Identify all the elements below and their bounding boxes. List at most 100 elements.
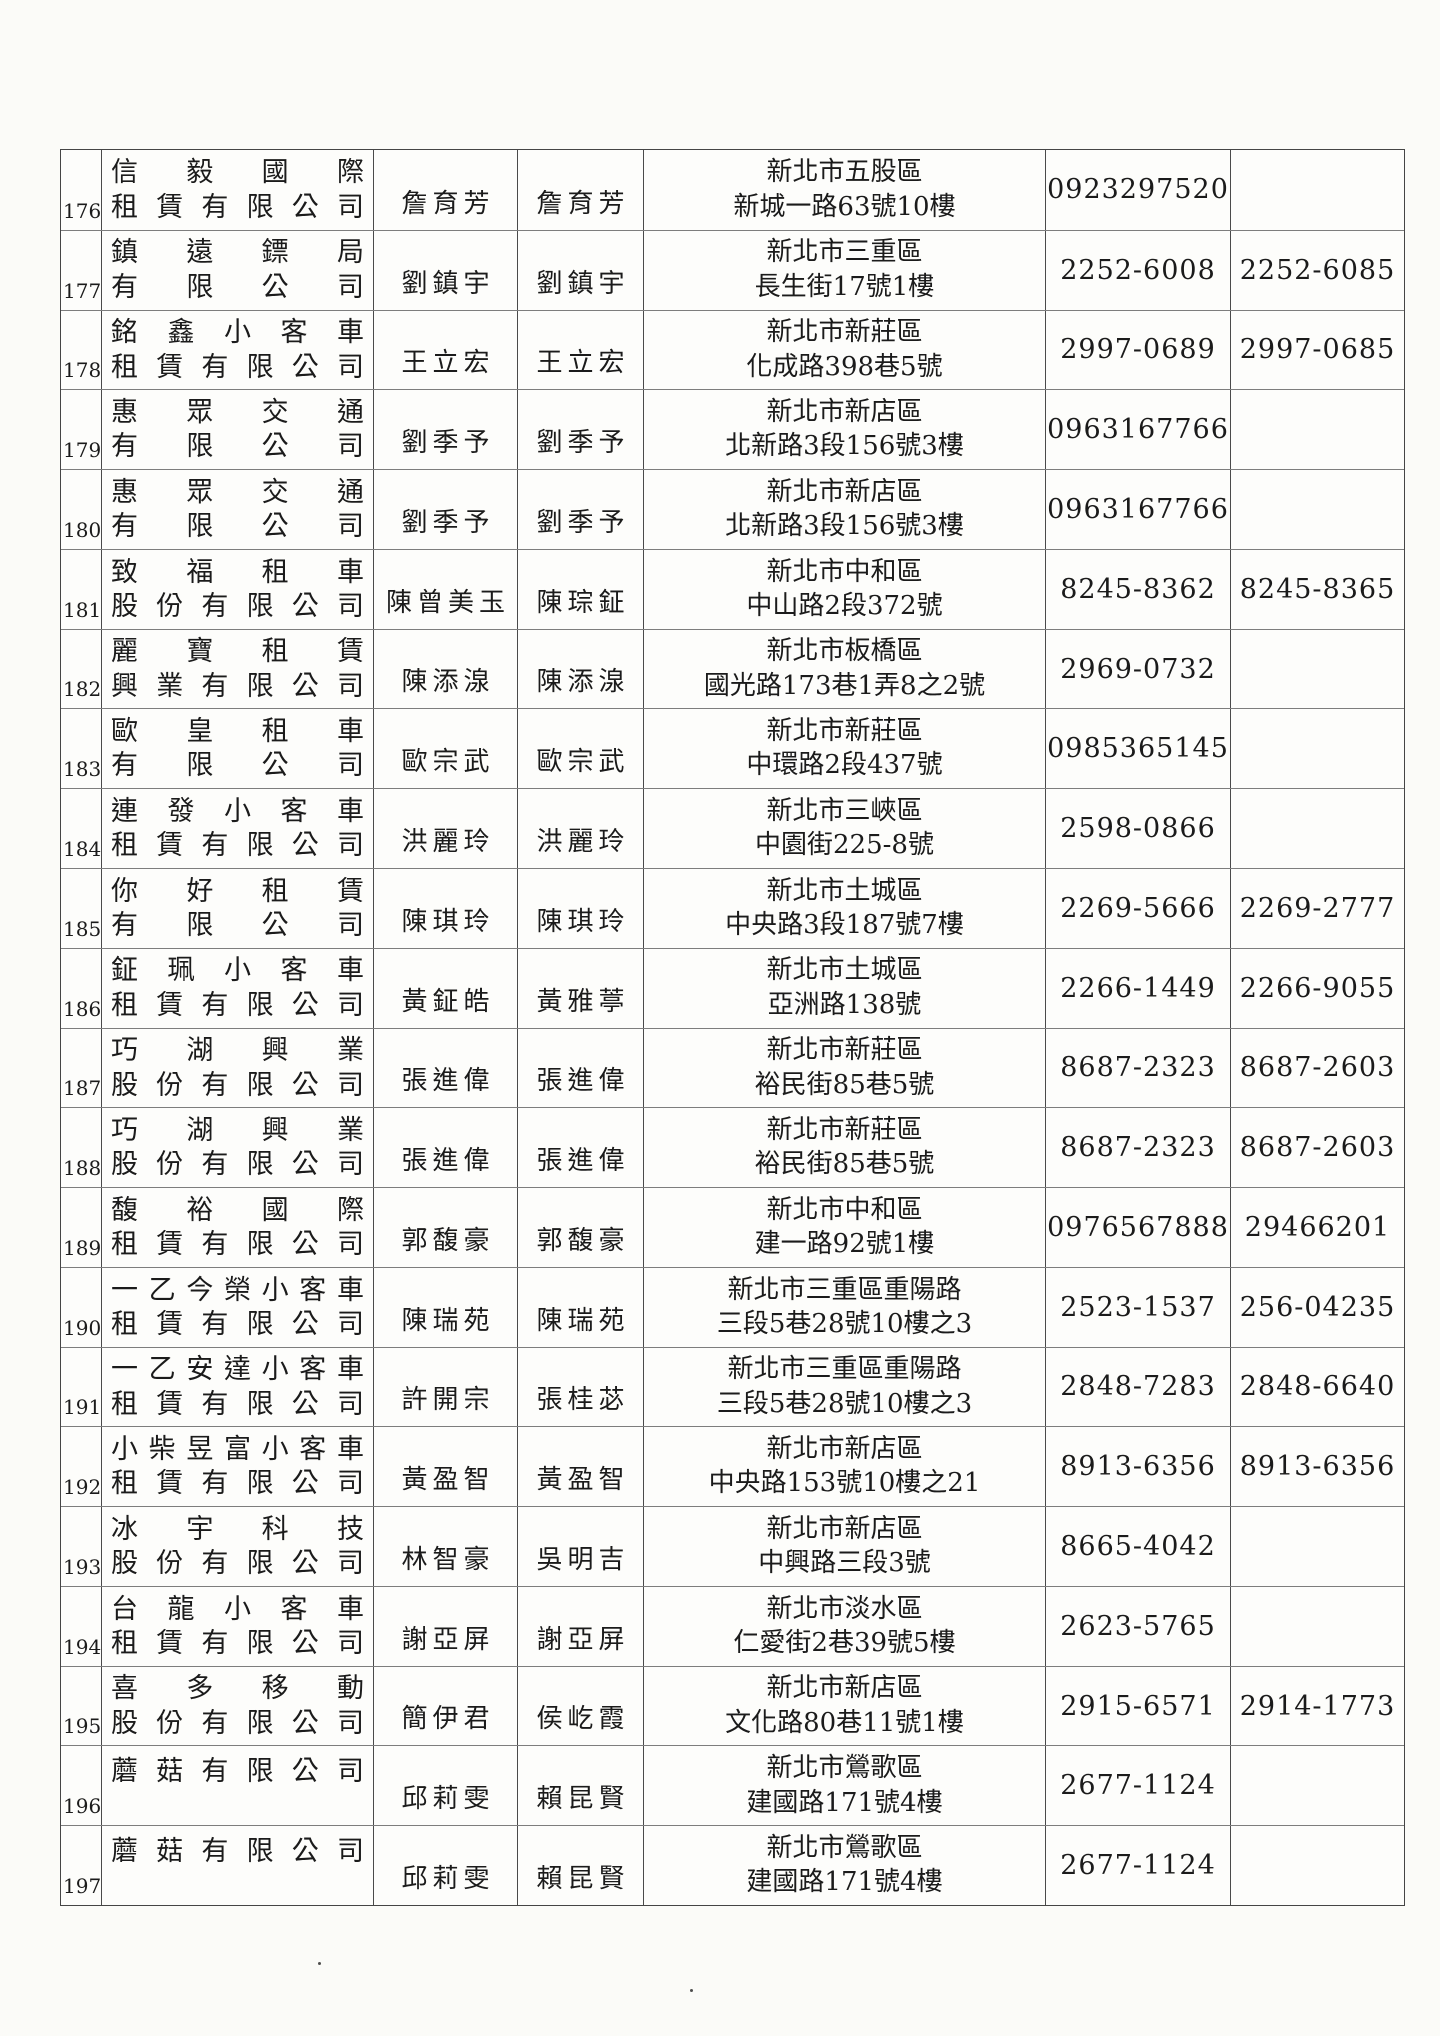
address-line2: 建一路92號1樓 bbox=[754, 1229, 935, 1260]
representative-name: 邱莉雯 bbox=[401, 1784, 495, 1815]
company-name-line2: 有限公司 bbox=[111, 511, 364, 543]
contact-name: 郭馥豪 bbox=[536, 1225, 630, 1256]
contact-name-cell: 洪麗玲 bbox=[517, 789, 643, 868]
fax-number: 2266-9055 bbox=[1239, 972, 1396, 1004]
company-name-cell: 麗寶租賃 興業有限公司 bbox=[101, 629, 373, 709]
representative-name: 詹育芳 bbox=[401, 188, 495, 219]
representative-name: 黃鉦皓 bbox=[401, 986, 495, 1017]
company-name-line1: 信毅國際 bbox=[111, 156, 364, 188]
contact-name: 歐宗武 bbox=[536, 747, 630, 778]
company-name-line2: 股份有限公司 bbox=[111, 590, 364, 622]
address-line1: 新北市新莊區 bbox=[766, 317, 923, 348]
representative-name: 黃盈智 bbox=[401, 1465, 495, 1496]
fax-cell: 2997-0685 bbox=[1230, 310, 1404, 390]
company-name-line1: 致福租車 bbox=[111, 556, 364, 588]
address-line2: 裕民街85巷5號 bbox=[754, 1149, 935, 1180]
row-number: 190 bbox=[61, 1268, 101, 1347]
row-number: 191 bbox=[61, 1348, 101, 1427]
row-number: 194 bbox=[61, 1587, 101, 1666]
table-row: 193 冰宇科技 股份有限公司 林智豪 吳明吉 新北市新店區 中興路三段3號 8… bbox=[61, 1506, 1404, 1586]
address-line2: 化成路398巷5號 bbox=[746, 351, 943, 382]
contact-name: 侯屹霞 bbox=[536, 1704, 630, 1735]
fax-number: 2997-0685 bbox=[1239, 334, 1396, 366]
representative-name-cell: 簡伊君 bbox=[373, 1666, 517, 1746]
contact-name-cell: 張進偉 bbox=[517, 1028, 643, 1108]
row-number: 186 bbox=[61, 949, 101, 1028]
row-number: 196 bbox=[61, 1746, 101, 1825]
phone-cell: 0976567888 bbox=[1045, 1188, 1230, 1267]
fax-cell: 2914-1773 bbox=[1230, 1666, 1404, 1746]
row-number-text: 189 bbox=[63, 1235, 101, 1260]
row-number-text: 182 bbox=[63, 677, 101, 702]
phone-cell: 2969-0732 bbox=[1045, 629, 1230, 709]
address-cell: 新北市土城區 中央路3段187號7樓 bbox=[643, 868, 1045, 948]
representative-name: 陳曾美玉 bbox=[385, 587, 510, 618]
phone-cell: 8913-6356 bbox=[1045, 1427, 1230, 1507]
representative-name-cell: 歐宗武 bbox=[373, 709, 517, 789]
contact-name-cell: 張桂苾 bbox=[517, 1347, 643, 1427]
address-cell: 新北市鶯歌區 建國路171號4樓 bbox=[643, 1826, 1045, 1905]
contact-name-cell: 黃盈智 bbox=[517, 1427, 643, 1507]
address-line1: 新北市三重區 bbox=[766, 237, 923, 268]
address-cell: 新北市三重區 長生街17號1樓 bbox=[643, 230, 1045, 310]
row-number-text: 181 bbox=[63, 597, 101, 622]
company-name-line2: 租賃有限公司 bbox=[111, 1308, 364, 1340]
table-row: 182 麗寶租賃 興業有限公司 陳添湶 陳添湶 新北市板橋區 國光路173巷1弄… bbox=[61, 628, 1404, 709]
fax-number: 2252-6085 bbox=[1239, 254, 1396, 286]
address-line2: 國光路173巷1弄8之2號 bbox=[703, 670, 986, 701]
row-number: 195 bbox=[61, 1667, 101, 1746]
contact-name: 陳琮鉦 bbox=[536, 587, 630, 618]
fax-number: 2914-1773 bbox=[1239, 1690, 1396, 1722]
company-name-line2: 有限公司 bbox=[111, 431, 364, 463]
representative-name: 張進偉 bbox=[401, 1146, 495, 1177]
phone-cell: 2677-1124 bbox=[1045, 1746, 1230, 1826]
table-row: 196 蘑菇有限公司 邱莉雯 賴昆賢 新北市鶯歌區 建國路171號4樓 2677… bbox=[61, 1745, 1404, 1826]
company-name-line1: 惠眾交通 bbox=[111, 476, 364, 508]
row-number-text: 177 bbox=[63, 278, 101, 303]
row-number: 180 bbox=[61, 470, 101, 549]
address-cell: 新北市三重區重陽路 三段5巷28號10樓之3 bbox=[643, 1347, 1045, 1427]
fax-cell: 2269-2777 bbox=[1230, 868, 1404, 948]
address-line2: 北新路3段156號3樓 bbox=[725, 431, 964, 462]
contact-name: 陳琪玲 bbox=[536, 906, 630, 937]
phone-number: 2623-5765 bbox=[1060, 1610, 1216, 1642]
phone-number: 2997-0689 bbox=[1060, 334, 1216, 366]
company-name-cell: 歐皇租車 有限公司 bbox=[101, 709, 373, 789]
company-name-cell: 信毅國際 租賃有限公司 bbox=[101, 150, 373, 230]
contact-name: 劉季予 bbox=[536, 428, 630, 459]
company-name-line2: 有限公司 bbox=[111, 750, 364, 782]
fax-cell bbox=[1230, 629, 1404, 709]
representative-name-cell: 黃鉦皓 bbox=[373, 948, 517, 1028]
contact-name-cell: 王立宏 bbox=[517, 310, 643, 390]
representative-name: 邱莉雯 bbox=[401, 1864, 495, 1894]
address-line2: 中環路2段437號 bbox=[746, 750, 943, 781]
row-number: 184 bbox=[61, 789, 101, 868]
table-row: 195 喜多移動 股份有限公司 簡伊君 侯屹霞 新北市新店區 文化路80巷11號… bbox=[61, 1665, 1404, 1746]
company-name-line1: 巧湖興業 bbox=[111, 1035, 364, 1067]
company-name-cell: 馥裕國際 租賃有限公司 bbox=[101, 1188, 373, 1267]
phone-cell: 2677-1124 bbox=[1045, 1826, 1230, 1905]
contact-name: 詹育芳 bbox=[536, 188, 630, 219]
company-name-line2: 股份有限公司 bbox=[111, 1069, 364, 1101]
representative-name-cell: 謝亞屏 bbox=[373, 1586, 517, 1666]
contact-name-cell: 謝亞屏 bbox=[517, 1586, 643, 1666]
representative-name: 洪麗玲 bbox=[401, 826, 495, 857]
address-line1: 新北市五股區 bbox=[766, 156, 923, 187]
table-row: 177 鎮遠鏢局 有限公司 劉鎮宇 劉鎮宇 新北市三重區 長生街17號1樓 22… bbox=[61, 229, 1404, 310]
representative-name-cell: 陳瑞苑 bbox=[373, 1267, 517, 1347]
company-name-line2: 股份有限公司 bbox=[111, 1548, 364, 1580]
representative-name-cell: 陳曾美玉 bbox=[373, 549, 517, 629]
contact-name: 張桂苾 bbox=[536, 1385, 630, 1416]
table-row: 188 巧湖興業 股份有限公司 張進偉 張進偉 新北市新莊區 裕民街85巷5號 … bbox=[61, 1107, 1404, 1188]
row-number-text: 193 bbox=[63, 1554, 101, 1579]
company-name-line1: 惠眾交通 bbox=[111, 397, 364, 428]
row-number: 188 bbox=[61, 1108, 101, 1187]
phone-number: 2969-0732 bbox=[1060, 653, 1216, 685]
row-number-text: 190 bbox=[63, 1315, 101, 1340]
company-name-line1: 蘑菇有限公司 bbox=[111, 1835, 364, 1867]
address-line1: 新北市土城區 bbox=[766, 875, 923, 906]
company-name-line1: 鎮遠鏢局 bbox=[111, 237, 364, 269]
address-cell: 新北市新莊區 中環路2段437號 bbox=[643, 709, 1045, 789]
phone-number: 2523-1537 bbox=[1060, 1291, 1216, 1323]
phone-number: 2266-1449 bbox=[1060, 972, 1216, 1004]
